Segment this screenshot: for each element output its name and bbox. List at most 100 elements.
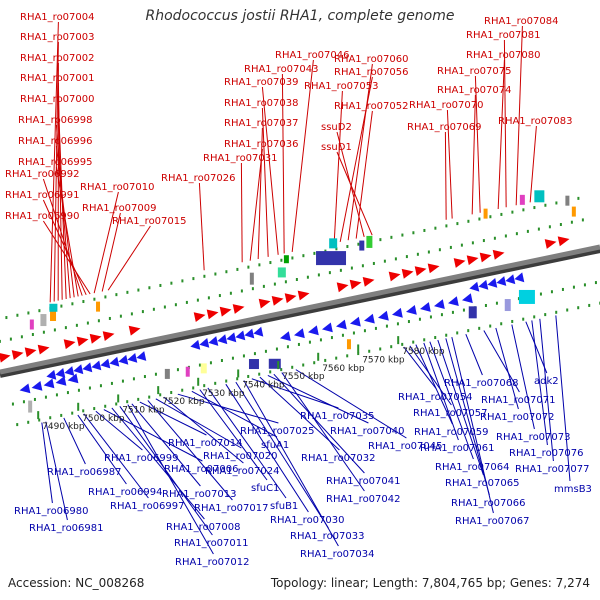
genome-backbone-shadow <box>0 247 600 378</box>
guide-dot <box>341 333 344 337</box>
feature-box <box>96 301 101 312</box>
label-leader-line <box>93 191 119 294</box>
reverse-gene-arrow <box>496 276 507 286</box>
guide-dot <box>522 317 525 321</box>
guide-dot <box>218 294 221 298</box>
gene-label-reverse: RHA1_ro07065 <box>445 478 520 489</box>
guide-dot <box>16 423 19 427</box>
label-leader-line <box>199 389 268 481</box>
label-leader-line <box>531 320 548 446</box>
guide-dot <box>203 274 206 278</box>
gene-label-reverse: RHA1_ro07032 <box>301 453 376 464</box>
guide-dot <box>262 284 265 288</box>
guide-dot <box>181 388 184 392</box>
guide-dot <box>588 303 591 307</box>
guide-dot <box>16 313 19 317</box>
guide-dot <box>555 201 558 205</box>
feature-box <box>164 368 170 379</box>
guide-dot <box>119 314 122 318</box>
guide-dot <box>148 286 151 290</box>
feature-box <box>504 299 511 312</box>
feature-tracks <box>0 190 600 427</box>
guide-dot <box>570 220 573 224</box>
guide-dot <box>478 326 481 330</box>
guide-dot <box>220 358 223 362</box>
reverse-gene-arrow <box>253 326 264 337</box>
guide-dot <box>328 271 331 275</box>
guide-dot <box>93 407 96 411</box>
guide-dot <box>368 349 371 353</box>
gene-label-forward: RHA1_ro07053 <box>304 81 379 92</box>
guide-dot <box>93 297 96 301</box>
reverse-gene-arrow <box>199 338 210 348</box>
gene-label-forward: RHA1_ro07060 <box>334 54 409 65</box>
guide-dot <box>302 254 305 258</box>
guide-dot <box>104 404 107 408</box>
guide-dot <box>82 300 85 304</box>
reverse-gene-arrow <box>55 376 67 386</box>
reverse-gene-arrow <box>364 313 375 324</box>
gene-label-reverse: RHA1_ro07008 <box>166 522 241 533</box>
label-leader-line <box>471 94 476 215</box>
guide-dot <box>225 379 228 383</box>
feature-box <box>29 319 34 330</box>
guide-dot <box>412 231 415 235</box>
guide-dot <box>467 219 470 223</box>
reverse-gene-arrow <box>127 353 138 363</box>
label-leader-line <box>55 124 71 299</box>
label-leader-line <box>240 162 243 263</box>
guide-dot <box>313 251 316 255</box>
guide-dot <box>346 354 349 358</box>
guide-dot <box>515 232 518 236</box>
forward-gene-arrow <box>89 333 102 344</box>
label-leader-line <box>131 403 201 487</box>
guide-dot <box>566 308 569 312</box>
forward-gene-arrow <box>258 298 271 309</box>
guide-dot <box>313 361 316 365</box>
scale-tick-label: 7500 kbp <box>82 414 125 424</box>
label-leader-line <box>55 166 79 297</box>
guide-dot <box>240 289 243 293</box>
guide-dot <box>352 331 355 335</box>
gene-label-forward: RHA1_ro07081 <box>466 30 541 41</box>
guide-dot <box>148 395 151 399</box>
reverse-gene-arrow <box>280 331 291 341</box>
guide-dot <box>416 252 419 256</box>
reverse-gene-arrow <box>67 373 79 384</box>
guide-dot <box>401 342 404 346</box>
guide-dot <box>335 356 338 360</box>
guide-dot <box>429 315 432 319</box>
label-leader-line <box>101 212 121 292</box>
guide-dot <box>71 411 74 415</box>
guide-dot <box>390 235 393 239</box>
guide-dot <box>511 210 514 214</box>
label-leader-line <box>539 318 554 462</box>
guide-dot <box>308 340 311 344</box>
label-leader-line <box>409 345 452 406</box>
guide-dot <box>115 402 118 406</box>
scale-tick-label: 7570 kbp <box>362 355 405 365</box>
gene-label-reverse: RHA1_ro06997 <box>110 501 185 512</box>
guide-dot <box>152 307 155 311</box>
guide-dot <box>451 310 454 314</box>
gene-label-forward: RHA1_ro06991 <box>5 190 80 201</box>
reverse-gene-arrow <box>73 364 84 375</box>
guide-dot <box>192 386 195 390</box>
reverse-gene-arrow <box>448 296 459 306</box>
guide-dot <box>231 356 234 360</box>
reverse-gene-arrow <box>420 302 431 312</box>
gene-label-forward: RHA1_ro07039 <box>224 77 299 88</box>
guide-dot <box>44 395 47 399</box>
genome-backbone <box>0 244 600 375</box>
label-leader-line <box>63 417 86 465</box>
feature-box <box>249 272 254 285</box>
gene-label-reverse: RHA1_ro07076 <box>509 448 584 459</box>
guide-dot <box>434 226 437 230</box>
label-leader-line <box>415 344 453 425</box>
guide-dot <box>374 326 377 330</box>
label-leader-line <box>42 199 87 296</box>
reverse-gene-arrow <box>378 310 389 321</box>
guide-dot <box>405 255 408 259</box>
